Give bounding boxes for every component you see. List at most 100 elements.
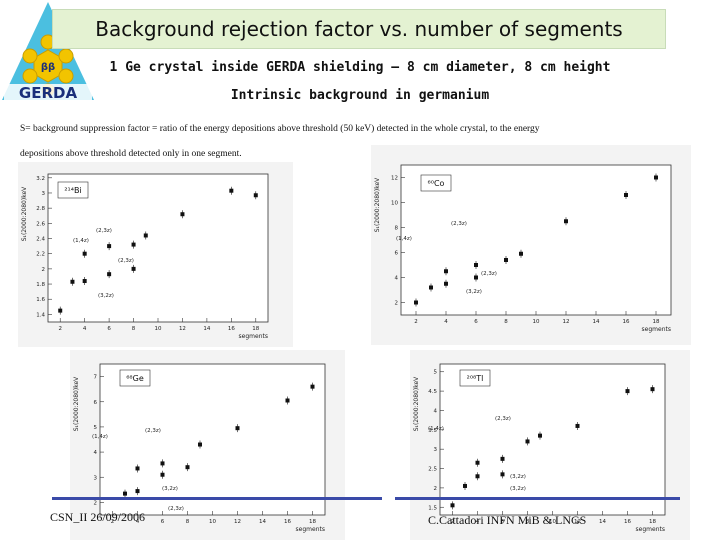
subtitle-geometry: 1 Ge crystal inside GERDA shielding – 8 … (109, 60, 611, 75)
data-point (538, 433, 542, 438)
annotation-label: (2,3z) (451, 221, 467, 227)
data-point (500, 472, 505, 477)
chart-tl208: 2 4 6 8 10 12 14 16 18 1.5 2 2.5 3 3.5 4 4.5 5 segments S₁… (413, 363, 666, 533)
y-tick-label: 4 (94, 450, 98, 456)
x-axis-label: segments (636, 526, 665, 533)
y-tick-label: 5 (434, 370, 438, 376)
y-tick-label: 5 (94, 425, 98, 431)
data-point (474, 275, 478, 280)
annotation-label: (1,4z) (396, 236, 412, 242)
x-tick-label: 8 (132, 326, 136, 332)
x-tick-label: 4 (476, 519, 480, 525)
y-tick-label: 1.5 (428, 505, 437, 511)
data-point (429, 285, 433, 290)
annotation-label: (3,2z) (510, 486, 526, 492)
x-tick-label: 10 (533, 319, 540, 325)
chart-panel-ge68: 2 4 6 8 10 12 14 16 18 2 3 4 5 6 7 segments S₁(2000:2080… (70, 350, 345, 540)
x-tick-label: 8 (504, 319, 508, 325)
data-point (654, 175, 658, 180)
x-tick-label: 16 (623, 319, 630, 325)
footer-line-left (52, 497, 382, 500)
data-point (82, 251, 87, 256)
y-tick-label: 12 (391, 176, 398, 182)
x-tick-label: 18 (252, 326, 259, 332)
plot-frame (47, 173, 269, 323)
x-tick-label: 2 (451, 519, 455, 525)
gerda-logo: ββ GERDA (0, 0, 96, 102)
data-point (107, 244, 112, 249)
data-point (131, 266, 136, 271)
note-line-2: depositions above threshold detected onl… (20, 149, 242, 159)
y-tick-label: 10 (391, 201, 398, 207)
data-point (463, 483, 467, 488)
y-axis-label: S₁(2000:2080)keV (413, 376, 420, 431)
x-axis-label: segments (239, 333, 268, 340)
annotation-label: (2,3z) (118, 258, 134, 264)
legend-label: ⁶⁰Co (428, 179, 445, 188)
y-tick-label: 3 (42, 191, 46, 197)
data-point (285, 398, 290, 403)
y-tick-label: 2 (395, 301, 399, 307)
data-point (160, 461, 165, 466)
legend-box (420, 174, 452, 192)
chart-co60: 2 4 6 8 10 12 14 16 18 2 4 6 8 10 12 segments S₁(2000:20… (374, 164, 672, 333)
data-point (107, 272, 112, 277)
annotation-label: (1,4z) (73, 238, 89, 244)
data-point (475, 460, 480, 465)
legend: ²¹⁴Bi (57, 181, 89, 199)
x-tick-label: 8 (526, 519, 530, 525)
y-tick-label: 2.4 (36, 237, 45, 243)
data-point (444, 269, 448, 274)
x-tick-label: 2 (111, 519, 115, 525)
y-axis-label: S₁(2000:2080)keV (374, 177, 381, 232)
x-tick-label: 16 (284, 519, 291, 525)
data-point (185, 465, 190, 470)
x-tick-label: 14 (593, 319, 600, 325)
x-tick-label: 10 (209, 519, 216, 525)
data-point (474, 263, 478, 267)
x-axis-label: segments (642, 326, 671, 333)
data-point (525, 439, 530, 444)
annotation-label: (3,2z) (510, 474, 526, 480)
legend-label: ⁶⁸Ge (126, 374, 144, 383)
y-tick-label: 2 (94, 500, 98, 506)
data-point (229, 188, 234, 193)
chart-panel-bi214: 2 4 6 8 10 12 14 16 18 1.4 1.6 1.8 2 2.2 2.4 2.6 2.8 3 3.2… (18, 162, 293, 347)
x-tick-label: 4 (444, 319, 448, 325)
y-tick-label: 1.4 (36, 312, 45, 318)
data-point (624, 193, 628, 197)
y-tick-label: 1.6 (36, 297, 45, 303)
data-point (131, 242, 136, 247)
annotation-label: (3,2z) (98, 293, 114, 299)
y-tick-label: 6 (94, 400, 98, 406)
data-point (123, 491, 127, 496)
y-axis-label: S₁(2000:2080)keV (21, 186, 28, 241)
chart-bi214: 2 4 6 8 10 12 14 16 18 1.4 1.6 1.8 2 2.2 2.4 2.6 2.8 3 3.2… (21, 173, 269, 340)
x-axis-label: segments (296, 526, 325, 533)
footer-right: C.Cattadori INFN MiB & LNGS (428, 513, 587, 527)
annotation-label: (2,3z) (96, 228, 112, 234)
x-tick-label: 6 (474, 319, 478, 325)
x-tick-label: 14 (599, 519, 606, 525)
x-tick-label: 4 (83, 326, 87, 332)
x-tick-label: 6 (161, 519, 165, 525)
x-tick-label: 16 (228, 326, 235, 332)
x-tick-label: 14 (259, 519, 266, 525)
page-title: Background rejection factor vs. number o… (95, 17, 623, 41)
data-point (143, 233, 148, 238)
legend: ⁶⁰Co (420, 174, 452, 192)
y-tick-label: 3.2 (36, 176, 45, 182)
x-tick-label: 12 (563, 319, 570, 325)
data-point (160, 472, 165, 477)
x-tick-label: 12 (574, 519, 581, 525)
annotation-label: (1,4z) (428, 426, 444, 432)
chart-ge68: 2 4 6 8 10 12 14 16 18 2 3 4 5 6 7 segments S₁(2000:2080… (73, 363, 326, 533)
x-tick-label: 16 (624, 519, 631, 525)
data-point (564, 219, 568, 224)
x-tick-label: 6 (501, 519, 505, 525)
data-point (135, 489, 140, 494)
legend: ²⁰⁸Tl (459, 369, 491, 387)
data-point (235, 426, 240, 431)
data-point (198, 442, 202, 447)
data-point (575, 423, 580, 428)
